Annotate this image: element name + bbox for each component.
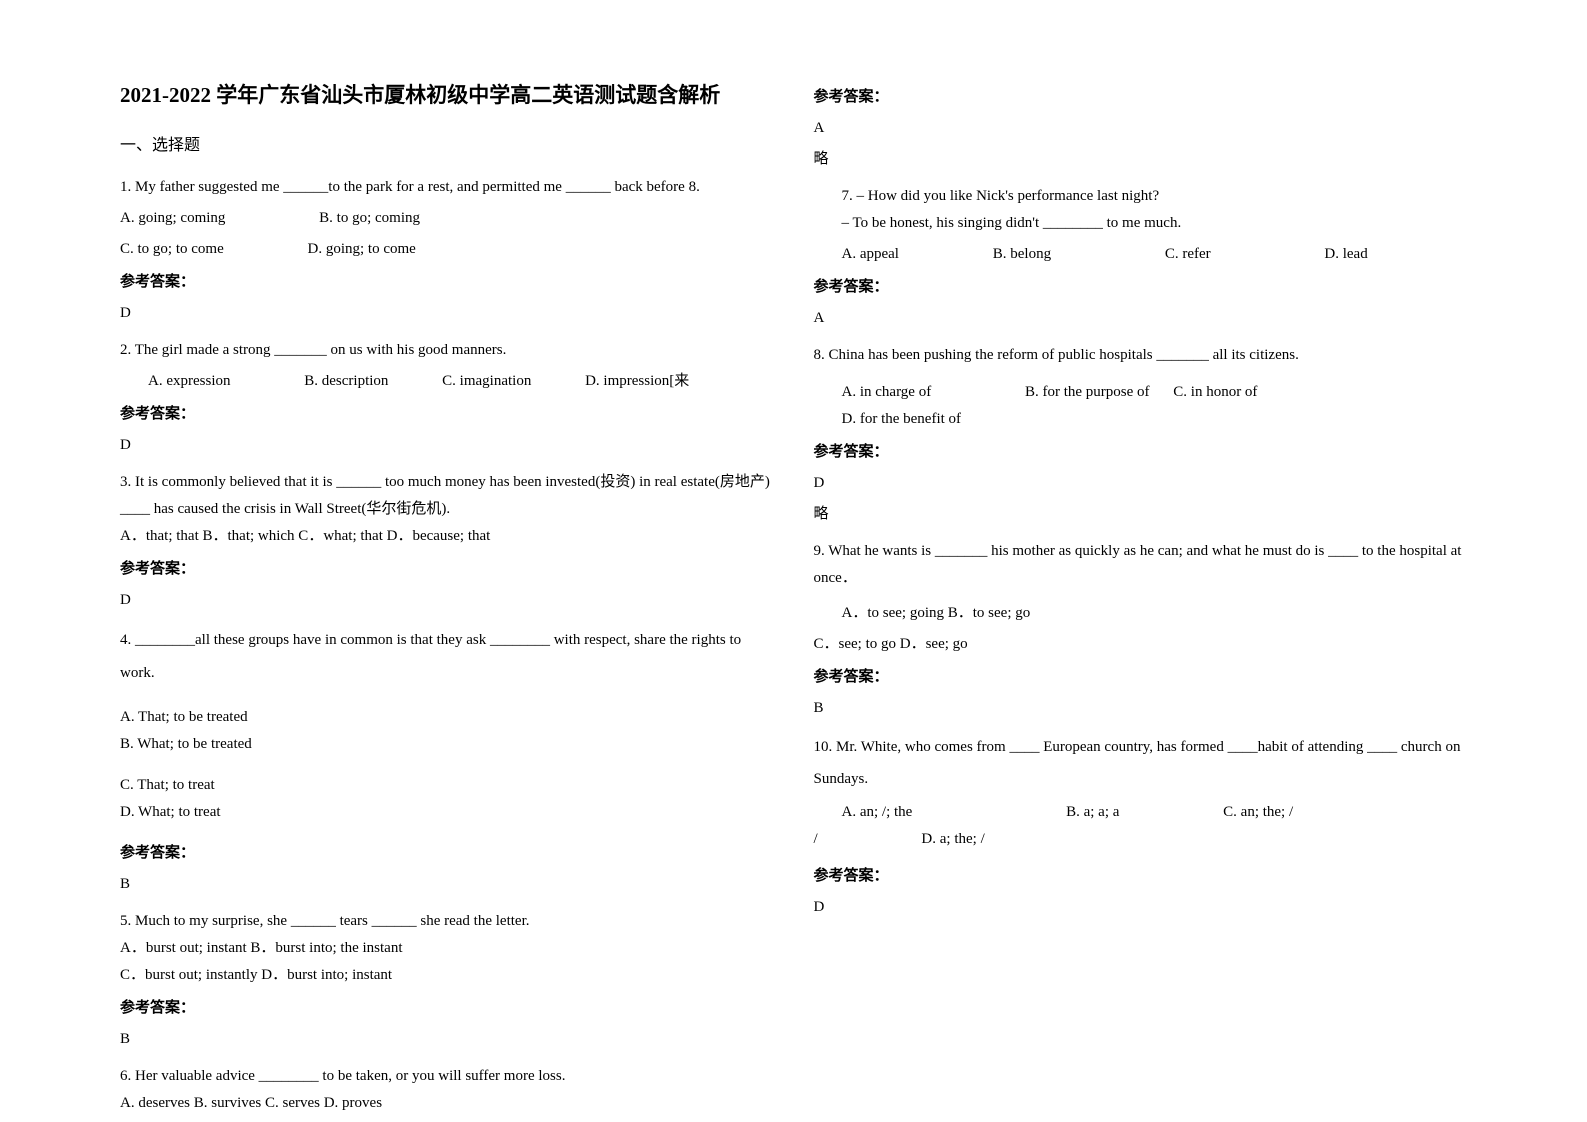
option-b: B. to go; coming — [319, 205, 420, 232]
answer-label: 参考答案： — [814, 274, 1468, 301]
option-b: B. belong — [993, 241, 1051, 268]
answer-omit: 略 — [814, 146, 1468, 173]
question-4: 4. ________all these groups have in comm… — [120, 624, 774, 898]
option-d: D. impression[来 — [585, 368, 689, 395]
answer-value: D — [814, 894, 1468, 921]
question-options: A. going; coming B. to go; coming — [120, 205, 774, 232]
question-options: A．burst out; instant B．burst into; the i… — [120, 935, 774, 962]
question-9: 9. What he wants is _______ his mother a… — [814, 538, 1468, 722]
answer-value: A — [814, 305, 1468, 332]
answer-label: 参考答案： — [814, 439, 1468, 466]
option-b: B. description — [304, 368, 388, 395]
question-options: C. That; to treat D. What; to treat — [120, 772, 774, 826]
option-a: A. going; coming — [120, 205, 225, 232]
left-column: 2021-2022 学年广东省汕头市厦林初级中学高二英语测试题含解析 一、选择题… — [100, 80, 794, 1082]
right-column: 参考答案： A 略 7. – How did you like Nick's p… — [794, 80, 1488, 1082]
answer-value: D — [120, 300, 774, 327]
option-c: C. in honor of — [1173, 379, 1257, 406]
question-text: 4. ________all these groups have in comm… — [120, 624, 774, 690]
answer-value: B — [120, 1026, 774, 1053]
option-b: B. for the purpose of — [1025, 379, 1150, 406]
option-c: C. That; to treat — [120, 772, 434, 799]
option-d: D. for the benefit of — [842, 406, 962, 433]
question-text: 2. The girl made a strong _______ on us … — [120, 337, 774, 364]
question-8: 8. China has been pushing the reform of … — [814, 342, 1468, 528]
answer-label: 参考答案： — [120, 840, 774, 867]
answer-label: 参考答案： — [814, 863, 1468, 890]
question-text: 1. My father suggested me ______to the p… — [120, 174, 774, 201]
option-c: C. refer — [1165, 241, 1211, 268]
question-options: / D. a; the; / — [814, 826, 1468, 853]
option-d: D. lead — [1324, 241, 1367, 268]
question-options: A．that; that B．that; which C．what; that … — [120, 523, 774, 550]
question-options: C．burst out; instantly D．burst into; ins… — [120, 962, 774, 989]
question-text: 8. China has been pushing the reform of … — [814, 342, 1468, 369]
question-text: 6. Her valuable advice ________ to be ta… — [120, 1063, 774, 1090]
question-options: A. deserves B. survives C. serves D. pro… — [120, 1090, 774, 1117]
option-b: B. a; a; a — [1066, 799, 1119, 826]
question-5: 5. Much to my surprise, she ______ tears… — [120, 908, 774, 1053]
question-text: 9. What he wants is _______ his mother a… — [814, 538, 1468, 592]
option-d: D. going; to come — [308, 236, 416, 263]
question-options: C. to go; to come D. going; to come — [120, 236, 774, 263]
option-a: A. That; to be treated — [120, 704, 434, 731]
answer-value: D — [120, 587, 774, 614]
answer-value: B — [120, 871, 774, 898]
question-3: 3. It is commonly believed that it is __… — [120, 469, 774, 614]
option-a: A. in charge of — [842, 379, 932, 406]
option-c: C. an; the; / — [1223, 799, 1293, 826]
option-d: D. a; the; / — [921, 831, 984, 847]
question-options: A. in charge of B. for the purpose of C.… — [814, 379, 1468, 433]
option-c: C. to go; to come — [120, 236, 224, 263]
question-2: 2. The girl made a strong _______ on us … — [120, 337, 774, 459]
document-title: 2021-2022 学年广东省汕头市厦林初级中学高二英语测试题含解析 — [120, 80, 774, 112]
question-10: 10. Mr. White, who comes from ____ Europ… — [814, 732, 1468, 921]
answer-value: D — [120, 432, 774, 459]
question-1: 1. My father suggested me ______to the p… — [120, 174, 774, 327]
question-options: C．see; to go D．see; go — [814, 631, 1468, 658]
question-text: – To be honest, his singing didn't _____… — [842, 210, 1468, 237]
question-7: 7. – How did you like Nick's performance… — [814, 183, 1468, 268]
answer-label: 参考答案： — [120, 995, 774, 1022]
answer-label: 参考答案： — [814, 84, 1468, 111]
answer-label: 参考答案： — [120, 556, 774, 583]
answer-label: 参考答案： — [120, 401, 774, 428]
question-text: 5. Much to my surprise, she ______ tears… — [120, 908, 774, 935]
answer-value: A — [814, 115, 1468, 142]
option-c: C. imagination — [442, 368, 531, 395]
option-slash: / — [814, 831, 818, 847]
answer-value: D — [814, 470, 1468, 497]
answer-label: 参考答案： — [814, 664, 1468, 691]
question-options: A. expression B. description C. imaginat… — [120, 368, 774, 395]
question-6: 6. Her valuable advice ________ to be ta… — [120, 1063, 774, 1117]
section-heading: 一、选择题 — [120, 132, 774, 161]
option-d: D. What; to treat — [120, 799, 434, 826]
answer-omit: 略 — [814, 501, 1468, 528]
option-a: A. an; /; the — [842, 799, 913, 826]
question-options: A．to see; going B．to see; go — [814, 600, 1468, 627]
question-text: 3. It is commonly believed that it is __… — [120, 469, 774, 523]
answer-value: B — [814, 695, 1468, 722]
option-a: A. expression — [148, 368, 231, 395]
option-b: B. What; to be treated — [120, 731, 434, 758]
question-options: A. appeal B. belong C. refer D. lead — [842, 241, 1468, 268]
answer-label: 参考答案： — [120, 269, 774, 296]
question-options: A. That; to be treated B. What; to be tr… — [120, 704, 774, 758]
question-options: A. an; /; the B. a; a; a C. an; the; / — [814, 799, 1468, 826]
question-text: 10. Mr. White, who comes from ____ Europ… — [814, 732, 1468, 795]
question-text: 7. – How did you like Nick's performance… — [842, 183, 1468, 210]
option-a: A. appeal — [842, 241, 899, 268]
